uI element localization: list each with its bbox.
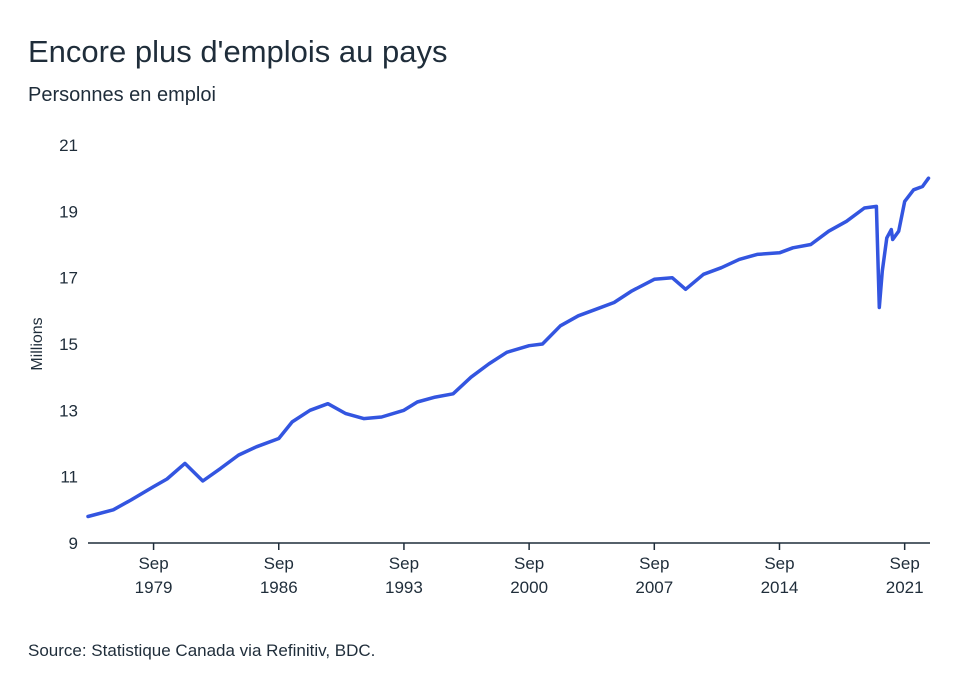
x-tick-label: Sep 2000 [510, 554, 548, 597]
chart-subtitle: Personnes en emploi [28, 84, 216, 106]
x-tick-label: Sep 2021 [886, 554, 924, 597]
y-tick-label: 11 [60, 468, 78, 487]
y-tick-label: 13 [59, 401, 78, 420]
y-tick-label: 9 [69, 534, 78, 553]
y-axis-label: Millions [29, 317, 46, 370]
y-tick-label: 17 [59, 269, 78, 288]
x-tick-label: Sep 2007 [635, 554, 673, 597]
y-tick-label: 15 [59, 335, 78, 354]
x-tick-label: Sep 1986 [260, 554, 298, 597]
data-line [86, 176, 931, 519]
x-tick-label: Sep 2014 [761, 554, 799, 597]
chart-title: Encore plus d'emplois au pays [28, 34, 447, 69]
x-tick-label: Sep 1993 [385, 554, 423, 597]
y-tick-label: 21 [59, 136, 78, 155]
x-tick-label: Sep 1979 [135, 554, 173, 597]
source-note: Source: Statistique Canada via Refinitiv… [28, 641, 375, 660]
y-tick-label: 19 [59, 202, 78, 221]
